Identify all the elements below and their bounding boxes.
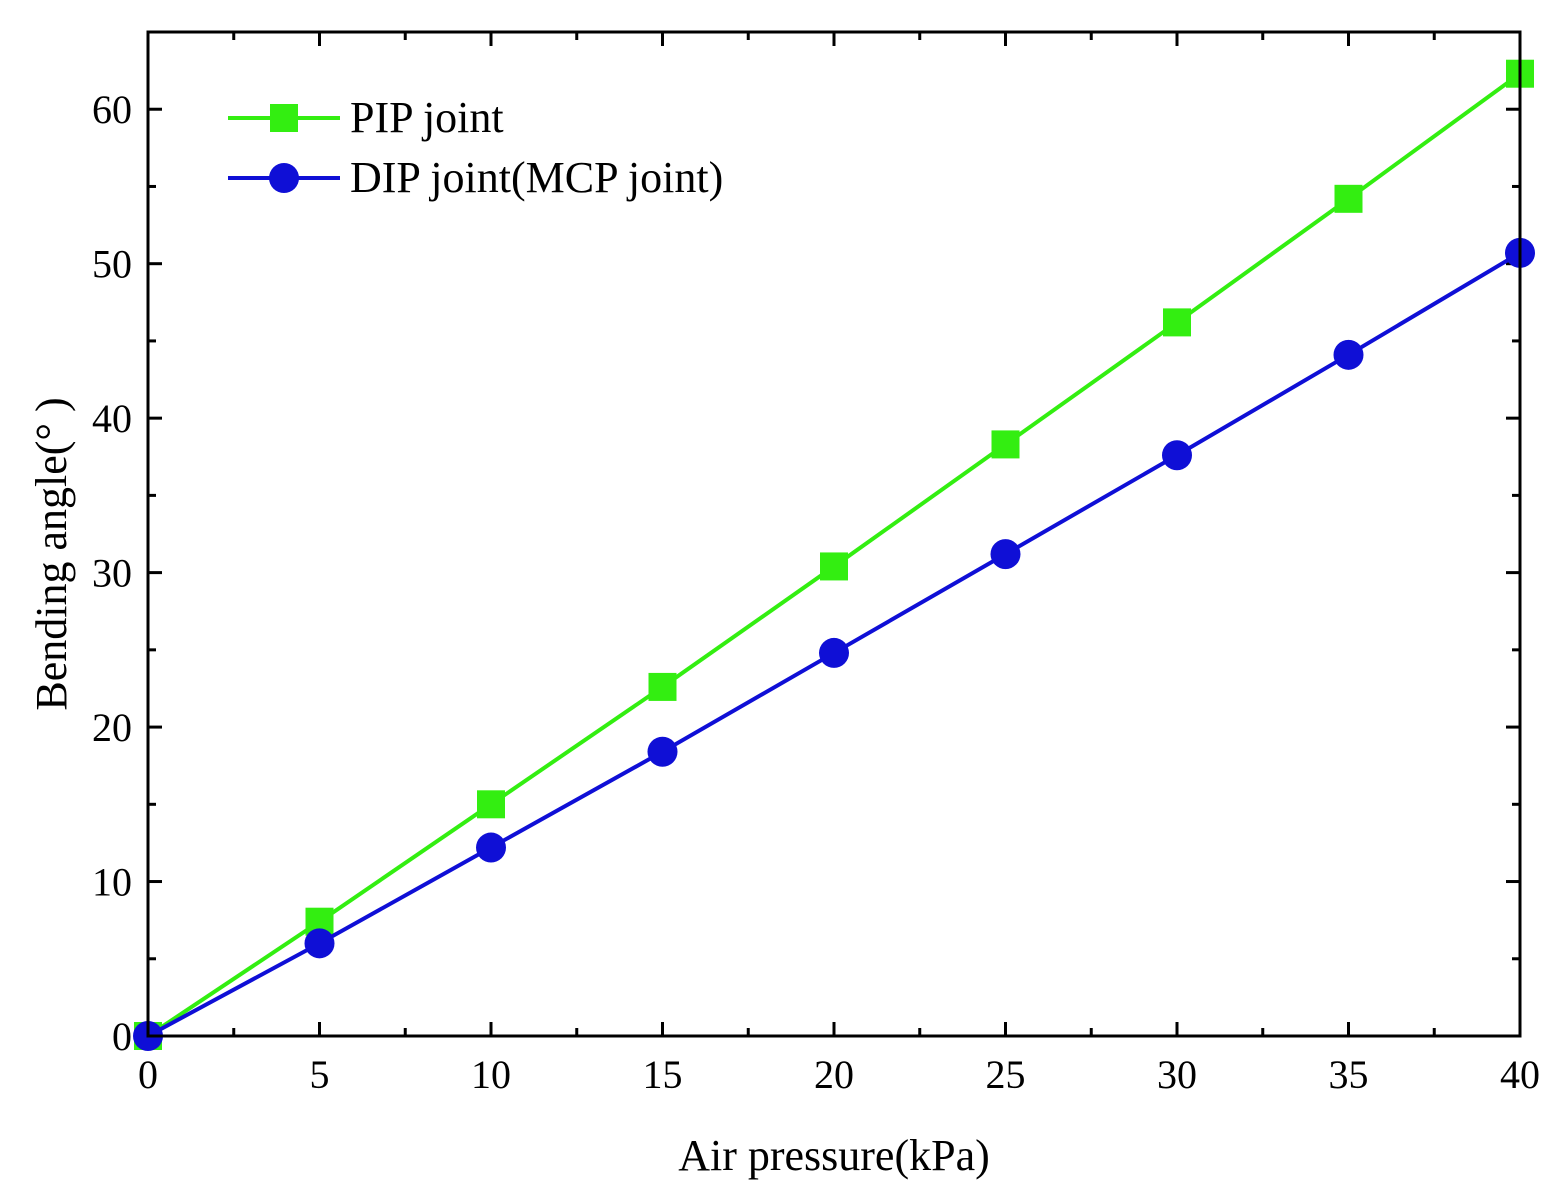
y-axis-title: Bending angle(° ) bbox=[27, 397, 76, 710]
data-point-dip bbox=[1162, 440, 1192, 471]
series-layer bbox=[133, 59, 1535, 1051]
axes: 0 5 10 15 20 25 30 35 40 0 10 20 30 40 50 60 bbox=[92, 32, 1540, 1097]
legend-label-pip: PIP joint bbox=[350, 93, 504, 142]
x-tick-label: 20 bbox=[814, 1052, 854, 1097]
y-tick-label: 60 bbox=[92, 87, 132, 132]
data-point-pip bbox=[820, 552, 848, 581]
data-point-dip bbox=[1333, 339, 1364, 370]
y-tick-label: 20 bbox=[92, 705, 132, 750]
data-point-dip bbox=[476, 832, 506, 863]
data-point-pip bbox=[1334, 184, 1363, 213]
x-tick-label: 10 bbox=[471, 1052, 511, 1097]
data-point-pip bbox=[1163, 308, 1191, 337]
x-tick-label: 15 bbox=[643, 1052, 683, 1097]
data-point-dip bbox=[647, 736, 678, 767]
plot-frame bbox=[146, 30, 1522, 1038]
data-point-dip bbox=[819, 637, 849, 668]
x-tick-label: 40 bbox=[1500, 1052, 1540, 1097]
legend-marker-pip bbox=[270, 104, 298, 132]
data-point-pip bbox=[991, 430, 1020, 459]
x-tick-label: 30 bbox=[1157, 1052, 1197, 1097]
x-tick-label: 5 bbox=[310, 1052, 330, 1097]
data-point-dip bbox=[304, 928, 335, 959]
y-tick-label: 30 bbox=[92, 551, 132, 596]
data-point-pip bbox=[648, 672, 677, 701]
legend-marker-dip bbox=[269, 163, 299, 193]
y-tick-label: 50 bbox=[92, 242, 132, 287]
legend: PIP joint DIP joint(MCP joint) bbox=[228, 93, 723, 202]
x-axis-title: Air pressure(kPa) bbox=[678, 1131, 990, 1180]
y-tick-label: 40 bbox=[92, 396, 132, 441]
legend-label-dip: DIP joint(MCP joint) bbox=[350, 153, 723, 202]
data-point-dip bbox=[990, 539, 1021, 570]
data-point-pip bbox=[477, 790, 505, 819]
y-tick-label: 10 bbox=[92, 860, 132, 905]
x-tick-label: 25 bbox=[986, 1052, 1026, 1097]
x-tick-label: 0 bbox=[138, 1052, 158, 1097]
y-tick-label: 0 bbox=[112, 1014, 132, 1059]
x-tick-label: 35 bbox=[1329, 1052, 1369, 1097]
